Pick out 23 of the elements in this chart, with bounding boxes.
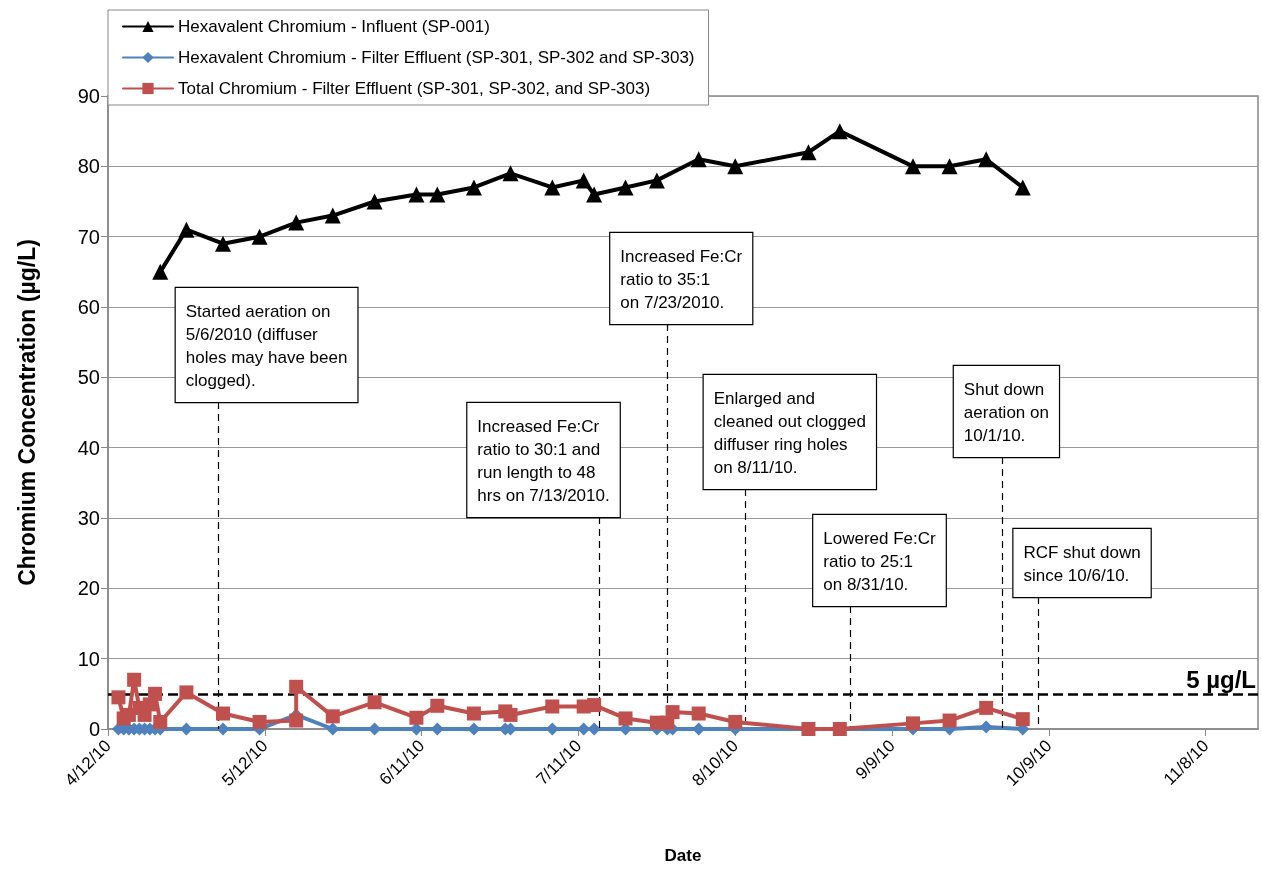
y-tick-label: 10 [77,647,100,670]
ref-line-label: Shut down aeration on 10/1/10. [963,380,1049,445]
ref-line-label: Lowered Fe:Cr ratio to 25:1 on 8/31/10. [823,529,937,594]
legend-label: Hexavalent Chromium - Influent (SP-001) [178,17,490,36]
y-tick-label: 20 [77,577,100,600]
y-tick-label: 60 [77,296,100,318]
y-tick-label: 90 [77,85,100,107]
ref-line-label: Enlarged and cleaned out clogged diffuser ring holes on 8/11/10. [713,389,866,477]
ref-line-label: Increased Fe:Cr ratio to 30:1 and run length to 48 hrs on 7/13/2010. [477,417,610,505]
ref-line-label: Started aeration on 5/6/2010 (diffuser holes may have been clogged). [185,302,348,390]
y-axis-title: Chromium Concentration (µg/L) [13,239,40,586]
y-tick-label: 30 [77,507,100,529]
y-tick-label: 80 [77,155,100,178]
ref-line-label: 5 µg/L [1186,666,1256,694]
legend-label: Hexavalent Chromium - Filter Effluent (SP-301, SP-302 and SP-303) [178,48,695,67]
ref-line-label: RCF shut down since 10/6/10. [1023,543,1141,585]
y-tick-label: 40 [77,436,100,459]
x-axis-title: Date [664,846,702,865]
y-tick-label: 0 [88,718,100,740]
y-tick-label: 50 [77,366,100,389]
ref-line-label: Increased Fe:Cr ratio to 35:1 on 7/23/2010. [620,247,743,312]
y-tick-label: 70 [77,225,100,248]
legend-label: Total Chromium - Filter Effluent (SP-301, SP-302, and SP-303) [178,79,651,98]
